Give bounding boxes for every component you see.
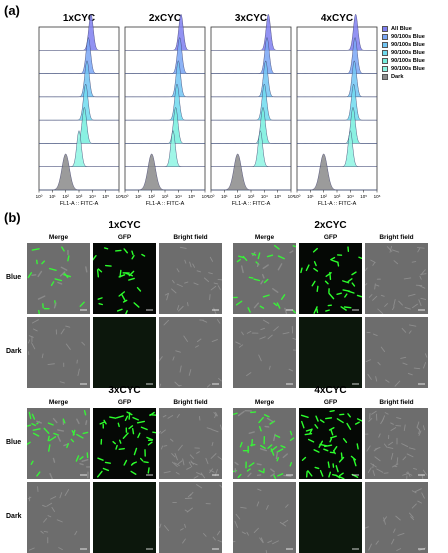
micrograph-svg	[159, 408, 222, 479]
micrograph-svg	[233, 482, 296, 553]
micrograph-0-0-0	[27, 243, 90, 314]
micrograph-1-0-1	[299, 243, 362, 314]
column-header-0-1: GFP	[93, 234, 156, 241]
micrograph-0-0-1	[93, 243, 156, 314]
micrograph-svg	[365, 482, 428, 553]
column-header-0-0: Merge	[27, 234, 90, 241]
micrograph-3-1-1	[299, 482, 362, 553]
micro-group-title-2: 3xCYC	[27, 385, 222, 396]
micrograph-svg	[233, 243, 296, 314]
micrograph-svg	[27, 408, 90, 479]
micrograph-0-1-0	[27, 317, 90, 388]
row-label-0-1: Dark	[6, 348, 22, 355]
column-header-2-1: GFP	[93, 399, 156, 406]
micrograph-3-1-0	[233, 482, 296, 553]
column-header-1-0: Merge	[233, 234, 296, 241]
micrograph-2-0-1	[93, 408, 156, 479]
micrograph-svg	[365, 408, 428, 479]
micrograph-1-0-0	[233, 243, 296, 314]
column-header-1-2: Bright field	[365, 234, 428, 241]
row-label-0-0: Blue	[6, 274, 21, 281]
micrograph-svg	[299, 243, 362, 314]
row-label-2-1: Dark	[6, 513, 22, 520]
micrograph-svg	[365, 317, 428, 388]
micrograph-svg	[159, 243, 222, 314]
micrograph-svg	[27, 317, 90, 388]
column-header-3-1: GFP	[299, 399, 362, 406]
micrograph-svg	[299, 482, 362, 553]
micrograph-3-1-2	[365, 482, 428, 553]
micrograph-svg	[93, 482, 156, 553]
micrograph-1-1-1	[299, 317, 362, 388]
micrograph-3-0-1	[299, 408, 362, 479]
micrograph-svg	[93, 408, 156, 479]
micrograph-svg	[159, 317, 222, 388]
column-header-3-0: Merge	[233, 399, 296, 406]
micrograph-1-1-2	[365, 317, 428, 388]
micrograph-3-0-0	[233, 408, 296, 479]
micrograph-svg	[27, 243, 90, 314]
micro-group-title-0: 1xCYC	[27, 220, 222, 231]
micrograph-2-0-2	[159, 408, 222, 479]
micrograph-0-1-1	[93, 317, 156, 388]
micrograph-svg	[233, 408, 296, 479]
micrograph-2-1-1	[93, 482, 156, 553]
micrograph-2-1-0	[27, 482, 90, 553]
micrograph-2-0-0	[27, 408, 90, 479]
micrograph-1-0-2	[365, 243, 428, 314]
micrograph-svg	[159, 482, 222, 553]
micrograph-1-1-0	[233, 317, 296, 388]
micrograph-svg	[233, 317, 296, 388]
micrograph-2-1-2	[159, 482, 222, 553]
micro-group-title-1: 2xCYC	[233, 220, 428, 231]
row-label-2-0: Blue	[6, 439, 21, 446]
micrograph-3-0-2	[365, 408, 428, 479]
column-header-2-2: Bright field	[159, 399, 222, 406]
micrograph-svg	[27, 482, 90, 553]
micro-group-title-3: 4xCYC	[233, 385, 428, 396]
micrograph-svg	[93, 317, 156, 388]
micrograph-svg	[299, 317, 362, 388]
column-header-0-2: Bright field	[159, 234, 222, 241]
micrograph-0-0-2	[159, 243, 222, 314]
micrograph-svg	[93, 243, 156, 314]
column-header-1-1: GFP	[299, 234, 362, 241]
column-header-3-2: Bright field	[365, 399, 428, 406]
micrograph-0-1-2	[159, 317, 222, 388]
micrograph-svg	[299, 408, 362, 479]
column-header-2-0: Merge	[27, 399, 90, 406]
micrograph-svg	[365, 243, 428, 314]
